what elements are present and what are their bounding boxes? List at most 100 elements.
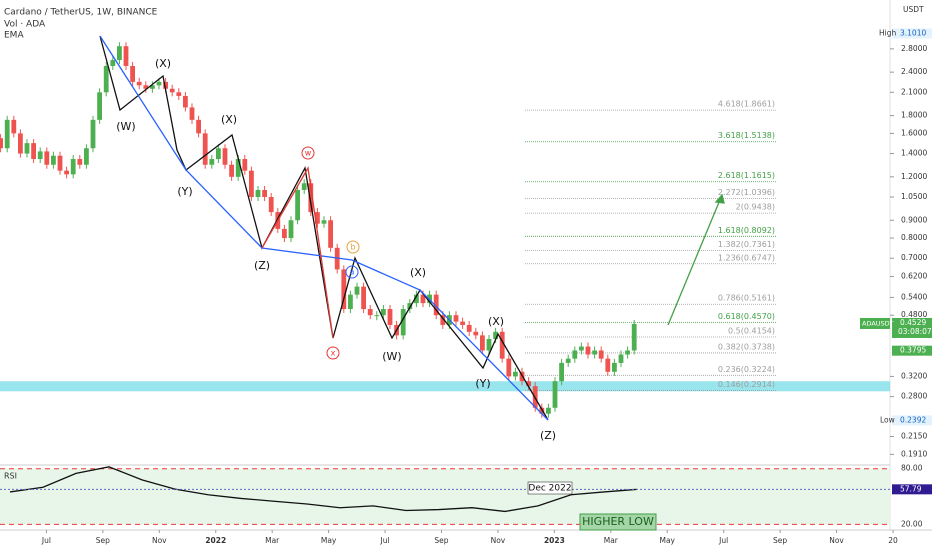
high-text: High	[879, 28, 896, 37]
candle	[572, 350, 578, 359]
candle	[51, 155, 56, 165]
candle	[328, 220, 333, 248]
candle	[453, 315, 459, 322]
candle	[196, 119, 201, 134]
candle	[460, 321, 465, 325]
annotation-box	[527, 481, 573, 495]
candle	[216, 148, 221, 160]
candle	[400, 309, 406, 336]
rsi-tick-label: 20.00	[901, 519, 923, 528]
candle	[255, 189, 261, 197]
candle	[169, 88, 175, 93]
candle	[506, 358, 512, 377]
y-tick-label: 0.4800	[901, 310, 927, 319]
candle	[546, 407, 551, 414]
candle	[222, 148, 228, 165]
x-tick-label: Mar	[604, 536, 619, 545]
fib-label: 2.272(1.0396)	[718, 188, 775, 197]
candle	[77, 159, 83, 165]
candle	[295, 189, 300, 221]
candle	[585, 346, 591, 355]
candle	[90, 119, 96, 149]
fib-label: 1.618(0.8092)	[718, 226, 775, 235]
low-tag-bg	[892, 415, 932, 426]
candle	[579, 346, 584, 351]
candle	[374, 315, 380, 317]
y-tick-label: 0.8000	[901, 233, 927, 242]
candle	[31, 143, 36, 160]
y-tick-label: 2.4000	[901, 67, 927, 76]
wave-label: a	[350, 268, 355, 277]
rsi-last-bg	[892, 484, 932, 495]
candle	[64, 170, 69, 175]
rsi-label: RSI	[4, 472, 17, 481]
candle	[84, 148, 89, 165]
ema-tag: 0.3795	[892, 345, 932, 356]
candle	[176, 92, 182, 96]
x-tick-label: 20	[888, 536, 898, 545]
candle	[262, 189, 267, 197]
x-tick-label: Mar	[265, 536, 280, 545]
y-tick-label: 0.7000	[901, 253, 927, 262]
wave-label: (X)	[155, 57, 171, 70]
last-price: 0.4529	[900, 318, 926, 327]
candle	[110, 60, 116, 66]
y-tick-label: 1.6000	[901, 128, 927, 137]
y-tick-label: 0.2800	[901, 392, 927, 401]
low-tag-label: 0.2392	[900, 415, 926, 424]
wave-circle	[346, 240, 360, 254]
high-tag-bg	[892, 28, 932, 39]
candle	[612, 362, 617, 372]
candle	[420, 294, 426, 304]
candle	[499, 331, 505, 359]
wave-label: (X)	[410, 266, 426, 279]
candle	[4, 119, 10, 149]
candle	[315, 212, 320, 224]
rsi-tick-label: 80.00	[901, 464, 923, 473]
candle	[0, 138, 4, 149]
candle	[11, 119, 17, 134]
candle	[440, 315, 446, 325]
candle	[202, 133, 208, 165]
candle	[625, 350, 630, 355]
high-tag: 3.1010	[892, 28, 932, 39]
candle	[183, 95, 188, 108]
x-tick-label: Jul	[380, 536, 390, 545]
candle	[103, 65, 109, 93]
candle	[605, 358, 611, 372]
candle	[308, 183, 314, 213]
candle	[433, 294, 439, 316]
fib-label: 4.618(1.8661)	[718, 100, 775, 109]
candle	[341, 269, 347, 310]
candle	[117, 46, 122, 61]
fib-label: 2(0.9438)	[736, 203, 775, 212]
x-tick-label: Jul	[41, 536, 51, 545]
symbol-bg	[860, 317, 890, 329]
wave-label: (Y)	[475, 377, 490, 390]
rsi-band	[0, 468, 890, 525]
candle	[143, 85, 149, 89]
wave-circle	[301, 146, 315, 160]
candle	[473, 331, 479, 336]
wave-circle	[345, 265, 359, 279]
candle	[361, 286, 366, 310]
candle	[552, 381, 558, 408]
x-tick-label: 2022	[205, 536, 226, 545]
candle	[123, 46, 129, 66]
high-tag-label: 3.1010	[900, 28, 926, 37]
candle	[37, 151, 43, 160]
fib-label: 1.236(0.6747)	[718, 253, 775, 262]
candle	[249, 170, 254, 197]
candle	[156, 81, 162, 86]
candle	[282, 228, 287, 239]
x-tick-label: Nov	[491, 536, 506, 545]
candle	[513, 371, 518, 377]
support-band	[0, 381, 890, 392]
wave-label: (Z)	[540, 429, 556, 442]
annotation-box	[579, 513, 657, 531]
y-tick-label: 1.2000	[901, 172, 927, 181]
candle	[18, 133, 23, 154]
fib-label: 0.618(0.4570)	[718, 312, 775, 321]
candle	[526, 381, 531, 387]
